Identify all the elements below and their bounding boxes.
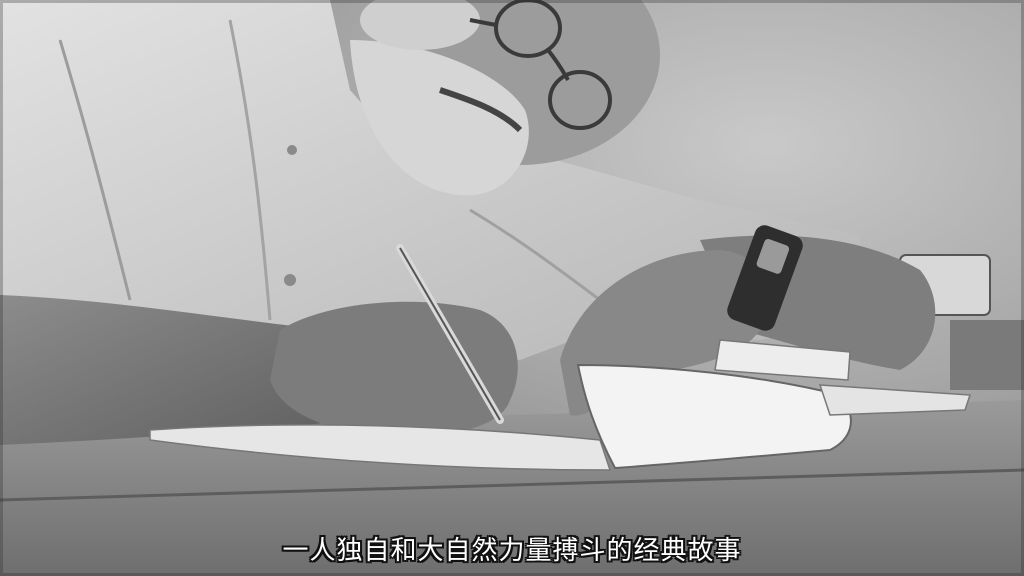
paper-stack (149, 424, 612, 471)
video-subtitle: 一人独自和大自然力量搏斗的经典故事 (282, 536, 742, 566)
left-forearm (0, 295, 360, 445)
glasses (469, 0, 612, 130)
notepad (576, 363, 852, 470)
beard (350, 40, 529, 196)
wood-block (950, 320, 1024, 390)
writing-hand (270, 301, 518, 437)
shirt-button (284, 274, 296, 286)
